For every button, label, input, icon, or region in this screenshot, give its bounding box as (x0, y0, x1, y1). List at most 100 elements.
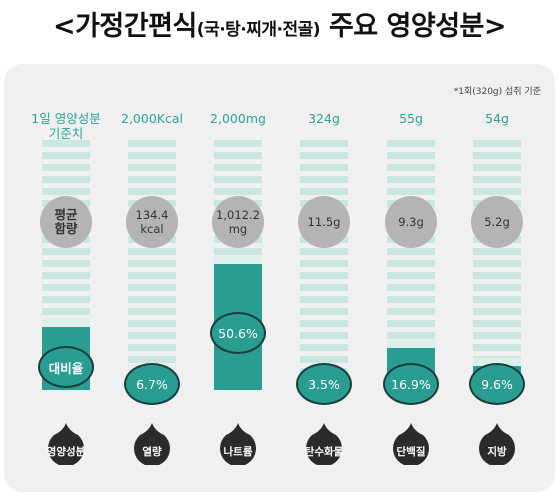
bar-track-stripe (42, 248, 90, 255)
bar-track-stripe (300, 356, 348, 363)
daily-reference-label: 2,000mg (210, 111, 266, 126)
daily-reference-label: 1일 영양성분 기준치 (31, 111, 101, 141)
bar-track-stripe (473, 308, 521, 315)
teardrop-icon (306, 423, 342, 465)
bar-track-stripe (300, 272, 348, 279)
bar-track-stripe (42, 188, 90, 195)
nutrient-name-label: 나트륨 (223, 446, 253, 458)
bar-track-stripe (128, 260, 176, 267)
bar-track-stripe (128, 176, 176, 183)
nutrient-name-label: 영양성분 (46, 446, 86, 458)
bar-track-stripe (473, 296, 521, 303)
average-content-badge: 9.3g (385, 196, 437, 248)
bar-track-stripe (128, 164, 176, 171)
bar-track-stripe (214, 164, 262, 171)
average-content-badge: 11.5g (298, 196, 350, 248)
bar-track-stripe (214, 140, 262, 147)
bar-track-stripe (387, 176, 435, 183)
bar-track-stripe (42, 272, 90, 279)
bar-track-stripe (214, 188, 262, 195)
bar-track-stripe (300, 320, 348, 327)
percent-of-daily-label: 16.9% (383, 363, 439, 405)
bar-track-stripe (42, 260, 90, 267)
percent-of-daily-label: 6.7% (124, 363, 180, 405)
average-content-badge: 5.2g (471, 196, 523, 248)
bar-track-stripe (128, 272, 176, 279)
percent-of-daily-label: 50.6% (210, 312, 266, 354)
bar-track-stripe (42, 176, 90, 183)
daily-reference-label: 55g (399, 111, 423, 126)
bar-track-stripe (128, 284, 176, 291)
nutrient-name-label: 열량 (142, 446, 162, 458)
bar-track-stripe (473, 176, 521, 183)
bar-track-stripe (42, 140, 90, 147)
bar-track-stripe (128, 296, 176, 303)
bar-track-stripe (214, 152, 262, 159)
bar-track-stripe (387, 188, 435, 195)
bar-track-stripe (300, 188, 348, 195)
bar-track-stripe (473, 140, 521, 147)
bar-track-stripe (128, 308, 176, 315)
bar-track-stripe (300, 248, 348, 255)
teardrop-icon (393, 423, 429, 465)
bar-track-stripe (300, 176, 348, 183)
bar-track-stripe (473, 248, 521, 255)
bar-track-stripe (300, 296, 348, 303)
bar-track-stripe (42, 164, 90, 171)
daily-reference-label: 54g (485, 111, 509, 126)
teardrop-icon (134, 423, 170, 465)
bar-track-stripe (387, 308, 435, 315)
bar-track-stripe (387, 260, 435, 267)
bar-track-stripe (214, 176, 262, 183)
bar-track-stripe (387, 164, 435, 171)
bar-track-stripe (300, 284, 348, 291)
average-content-badge: 134.4 kcal (126, 196, 178, 248)
bar-track-stripe (387, 152, 435, 159)
bar-track-stripe (42, 284, 90, 291)
teardrop-icon (220, 423, 256, 465)
bar-track-stripe (128, 320, 176, 327)
bar-track-stripe (473, 320, 521, 327)
bar-track-stripe (387, 296, 435, 303)
percent-of-daily-label: 대비율 (38, 346, 94, 388)
teardrop-icon (48, 423, 84, 465)
bar-track-stripe (473, 260, 521, 267)
bar-track-stripe (128, 332, 176, 339)
bar-track-stripe (473, 164, 521, 171)
page-title: <가정간편식(국·탕·찌개·전골) 주요 영양성분> (52, 11, 507, 42)
bar-track-stripe (387, 140, 435, 147)
bar-track-stripe (387, 284, 435, 291)
bar-track-stripe (387, 332, 435, 339)
bar-track-stripe (300, 308, 348, 315)
bar-track-stripe (473, 332, 521, 339)
bar-track-stripe (128, 188, 176, 195)
chart-panel (4, 64, 555, 492)
nutrient-name-label: 지방 (487, 446, 507, 458)
bar-track-stripe (128, 344, 176, 351)
bar-track-stripe (128, 140, 176, 147)
percent-of-daily-label: 9.6% (469, 363, 525, 405)
bar-track-stripe (473, 188, 521, 195)
average-content-badge: 평균 함량 (40, 196, 92, 248)
bar-track-stripe (128, 152, 176, 159)
percent-of-daily-label: 3.5% (296, 363, 352, 405)
bar-track-stripe (214, 248, 262, 255)
bar-track-stripe (300, 344, 348, 351)
teardrop-icon (479, 423, 515, 465)
serving-note: *1회(320g) 섭취 기준 (453, 87, 541, 97)
bar-track-stripe (128, 356, 176, 363)
bar-track-stripe (473, 152, 521, 159)
bar-track-stripe (473, 272, 521, 279)
nutrient-name-label: 탄수화물 (304, 446, 344, 458)
bar-track-stripe (300, 140, 348, 147)
bar-track-stripe (473, 284, 521, 291)
bar-track-stripe (387, 248, 435, 255)
bar-track-stripe (387, 272, 435, 279)
bar-track-stripe (42, 296, 90, 303)
bar-track-stripe (300, 332, 348, 339)
bar-track-stripe (300, 260, 348, 267)
average-content-badge: 1,012.2 mg (212, 196, 264, 248)
bar-track-stripe (128, 248, 176, 255)
bar-track-stripe (42, 308, 90, 315)
bar-track-stripe (387, 320, 435, 327)
